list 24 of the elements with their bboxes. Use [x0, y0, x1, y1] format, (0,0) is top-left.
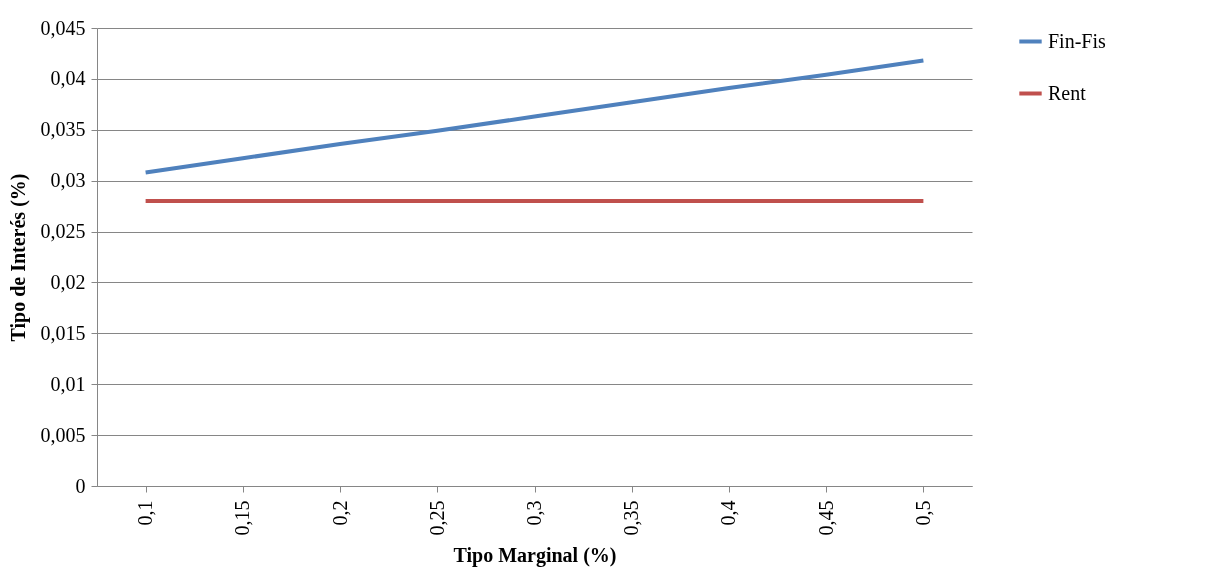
y-tick-label: 0,025: [40, 220, 86, 243]
x-tick-label: 0,3: [523, 500, 545, 526]
y-tick-label: 0,035: [40, 118, 86, 141]
legend-label: Rent: [1048, 81, 1087, 104]
y-tick-label: 0,01: [50, 372, 86, 395]
y-tick-label: 0,045: [40, 16, 86, 39]
y-tick-label: 0,02: [50, 270, 86, 293]
x-tick-label: 0,4: [717, 500, 740, 526]
x-axis-title: Tipo Marginal (%): [453, 543, 617, 567]
x-tick-label: 0,5: [911, 500, 934, 526]
y-axis-title: Tipo de Interés (%): [6, 173, 30, 342]
y-tick-label: 0: [75, 474, 86, 497]
y-tick-label: 0,03: [50, 169, 86, 192]
legend-label: Fin-Fis: [1048, 29, 1107, 52]
y-tick-label: 0,005: [40, 423, 86, 446]
line-series: [143, 58, 926, 175]
x-tick-label: 0,1: [134, 500, 157, 526]
x-tick-label: 0,25: [425, 500, 448, 536]
x-tick-label: 0,15: [231, 500, 254, 536]
y-tick-label: 0,015: [40, 321, 86, 344]
x-tick-label: 0,45: [814, 500, 837, 536]
x-tick-label: 0,35: [620, 500, 643, 536]
y-tick-label: 0,04: [50, 67, 86, 90]
x-tick-label: 0,2: [328, 500, 351, 526]
